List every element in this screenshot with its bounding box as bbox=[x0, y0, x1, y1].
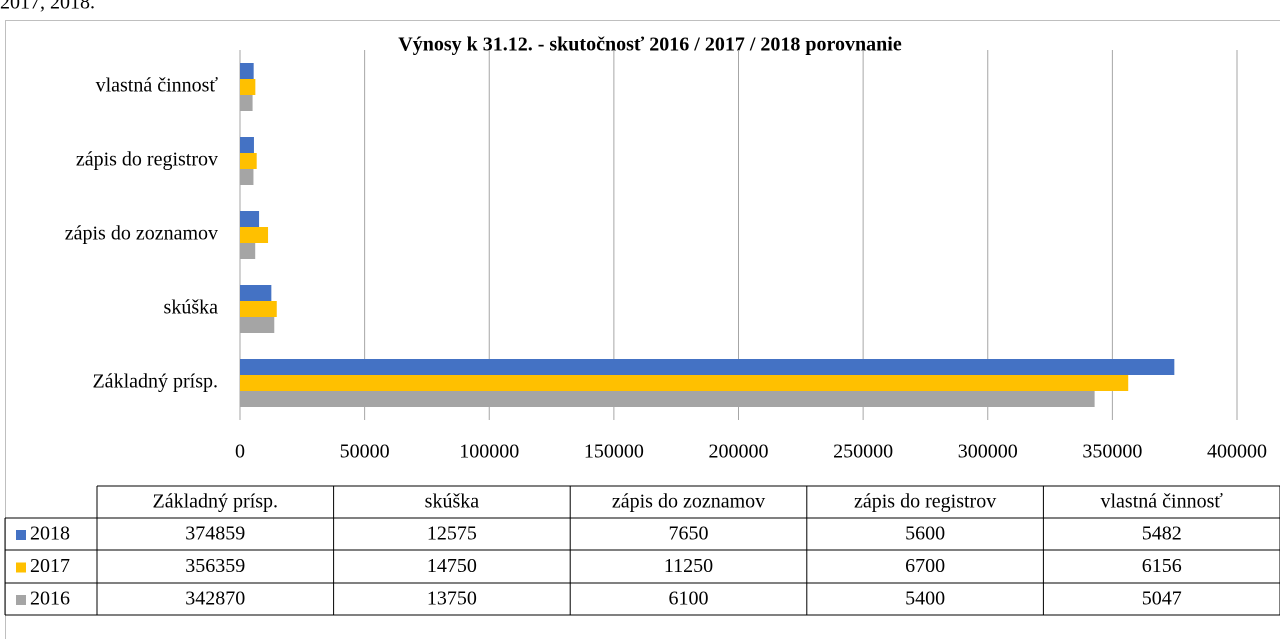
chart-frame bbox=[5, 20, 1280, 639]
legend-swatch bbox=[16, 562, 26, 573]
x-tick-label: 350000 bbox=[1082, 441, 1142, 463]
table-cell: 374859 bbox=[185, 523, 245, 545]
bar bbox=[240, 137, 254, 153]
x-tick-label: 250000 bbox=[833, 441, 893, 463]
caption: 2017, 2018. bbox=[0, 0, 95, 14]
table-cell: 356359 bbox=[185, 555, 245, 577]
table-cell: 14750 bbox=[427, 555, 477, 577]
bar bbox=[240, 285, 272, 301]
table-header: skúška bbox=[425, 491, 480, 513]
table-cell: 5482 bbox=[1142, 523, 1182, 545]
bar bbox=[240, 375, 1129, 391]
bar bbox=[240, 153, 257, 169]
table-cell: 5600 bbox=[905, 523, 945, 545]
y-tick-label: vlastná činnosť bbox=[96, 75, 219, 97]
x-tick-label: 50000 bbox=[340, 441, 390, 463]
x-tick-label: 150000 bbox=[584, 441, 644, 463]
legend-label: 2018 bbox=[30, 523, 70, 545]
table-header: Základný prísp. bbox=[153, 491, 279, 513]
bar bbox=[240, 359, 1175, 375]
legend-swatch bbox=[16, 530, 26, 540]
table-header: zápis do zoznamov bbox=[612, 491, 765, 513]
table-cell: 13750 bbox=[427, 588, 477, 610]
table-cell: 5047 bbox=[1142, 588, 1182, 610]
bar bbox=[240, 227, 269, 243]
bar bbox=[240, 391, 1095, 407]
table-header: vlastná činnosť bbox=[1100, 491, 1223, 513]
bar bbox=[240, 63, 254, 79]
bar bbox=[240, 211, 260, 227]
bar bbox=[240, 301, 277, 317]
table-cell: 7650 bbox=[669, 523, 709, 545]
legend-swatch bbox=[16, 595, 26, 605]
x-tick-label: 0 bbox=[235, 441, 245, 463]
x-tick-label: 100000 bbox=[459, 441, 519, 463]
table-cell: 11250 bbox=[664, 555, 713, 577]
bar bbox=[240, 169, 254, 185]
table-cell: 5400 bbox=[905, 588, 945, 610]
bar bbox=[240, 95, 253, 111]
bar bbox=[240, 243, 256, 259]
table-cell: 12575 bbox=[427, 523, 477, 545]
table-cell: 6156 bbox=[1142, 555, 1182, 577]
y-tick-label: zápis do zoznamov bbox=[65, 223, 218, 245]
table-cell: 6700 bbox=[905, 555, 945, 577]
table-header: zápis do registrov bbox=[854, 491, 996, 513]
bar bbox=[240, 79, 256, 95]
bar bbox=[240, 317, 275, 333]
chart-title: Výnosy k 31.12. - skutočnosť 2016 / 2017… bbox=[398, 34, 902, 56]
y-tick-label: zápis do registrov bbox=[76, 149, 218, 171]
y-tick-label: skúška bbox=[164, 297, 219, 319]
legend-label: 2016 bbox=[30, 588, 70, 610]
x-tick-label: 200000 bbox=[709, 441, 769, 463]
y-tick-label: Základný prísp. bbox=[92, 371, 218, 393]
legend-label: 2017 bbox=[30, 555, 70, 577]
x-tick-label: 400000 bbox=[1207, 441, 1267, 463]
table-cell: 6100 bbox=[669, 588, 709, 610]
table-cell: 342870 bbox=[185, 588, 245, 610]
x-tick-label: 300000 bbox=[958, 441, 1018, 463]
